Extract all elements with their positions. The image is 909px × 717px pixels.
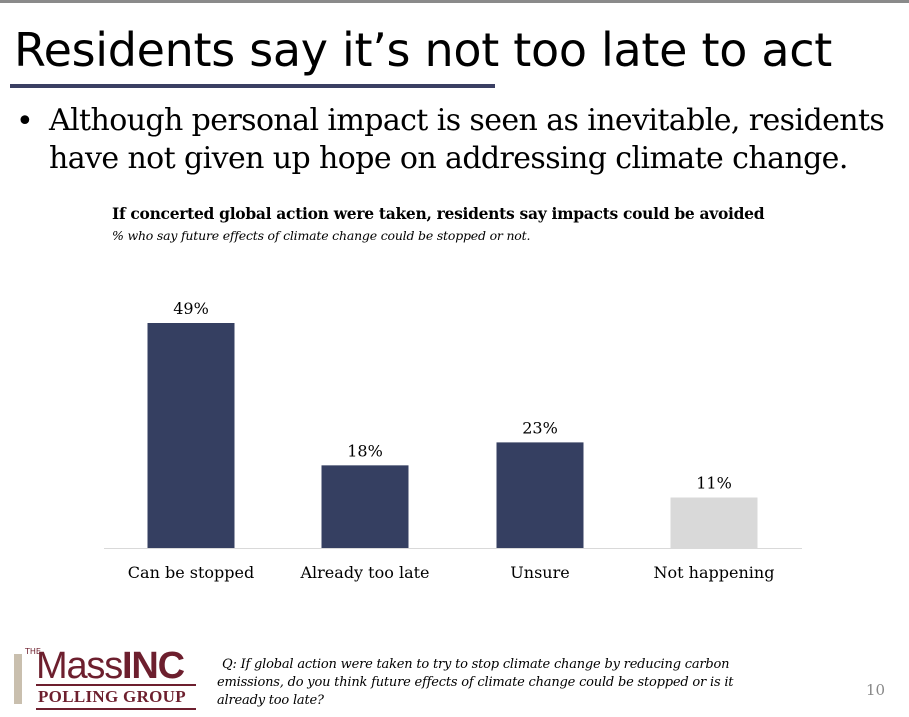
logo-rule-top [36,684,196,686]
massinc-logo: THE MassINC POLLING GROUP [0,644,205,714]
category-label: Can be stopped [128,563,254,582]
data-label: 23% [522,418,558,437]
logo-mass: Mass [36,645,123,687]
bar-already-too-late [321,465,409,548]
chart-subtitle: % who say future effects of climate chan… [112,228,531,243]
logo-rule-bottom [36,708,196,710]
category-label: Unsure [510,563,569,582]
bar-not-happening [670,497,758,548]
bullet-line-2: have not given up hope on addressing cli… [49,141,848,176]
page-number: 10 [866,681,886,699]
data-label: 11% [696,473,732,492]
data-label: 49% [173,299,209,318]
question-line-2: emissions, do you think future effects o… [217,675,734,690]
logo-the: THE [25,647,41,656]
logo-polling-group: POLLING GROUP [38,687,186,706]
logo-stripe [14,654,22,704]
category-label: Not happening [654,563,775,582]
bullet-marker: • [16,104,34,139]
logo-wordmark: MassINC [36,644,185,688]
question-line-1: Q: If global action were taken to try to… [222,657,730,672]
slide-title: Residents say it’s not too late to act [14,23,832,77]
bar-can-be-stopped [147,323,235,548]
logo-inc: INC [122,645,185,687]
bar-unsure [496,442,584,548]
data-label: 18% [347,441,383,460]
category-label: Already too late [299,563,429,582]
bullet-line-1: Although personal impact is seen as inev… [49,103,885,138]
top-rule [0,0,909,3]
chart-title: If concerted global action were taken, r… [112,204,765,223]
question-line-3: already too late? [217,693,324,708]
title-underline [10,84,495,88]
